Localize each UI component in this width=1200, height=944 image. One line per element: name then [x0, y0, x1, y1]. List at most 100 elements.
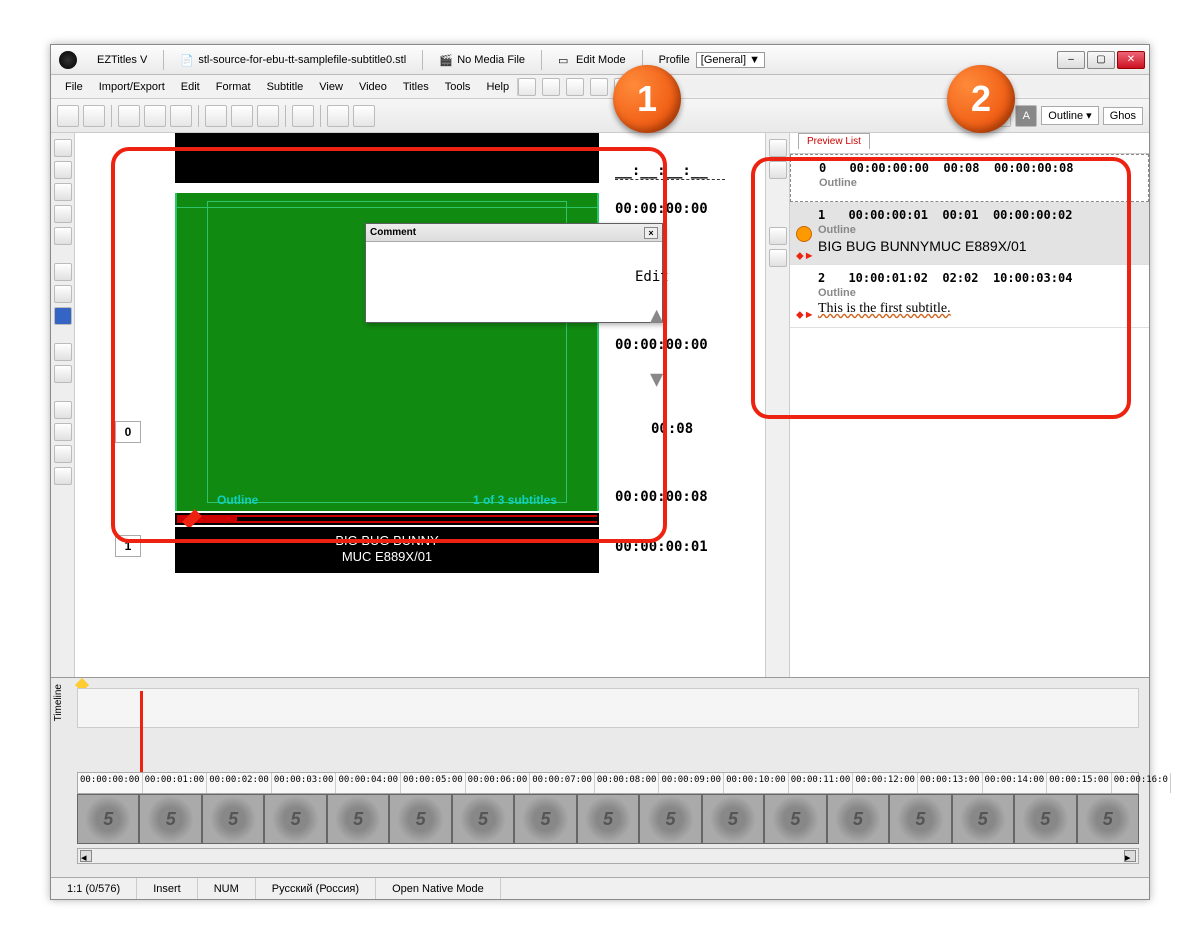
thumbnail[interactable]: 5: [702, 794, 764, 844]
settings-button[interactable]: [292, 105, 314, 127]
rail-next-icon[interactable]: [54, 205, 72, 223]
menu-edit[interactable]: Edit: [173, 81, 208, 93]
rail-fast-prev-icon[interactable]: [54, 445, 72, 463]
menu-video[interactable]: Video: [351, 81, 395, 93]
import-button[interactable]: [144, 105, 166, 127]
ruler-tick: 00:00:02:00: [207, 773, 272, 793]
arrow-up-icon[interactable]: ▲: [650, 303, 663, 328]
thumbnail[interactable]: 5: [77, 794, 139, 844]
minus-button[interactable]: [327, 105, 349, 127]
thumbnail[interactable]: 5: [764, 794, 826, 844]
next-in-timecode[interactable]: 00:00:00:01: [615, 539, 708, 555]
maximize-button[interactable]: ▢: [1087, 51, 1115, 69]
preview-item[interactable]: ⬥►2 10:00:01:02 02:02 10:00:03:04Outline…: [790, 265, 1149, 328]
thumbnail[interactable]: 5: [827, 794, 889, 844]
mode-icon: ▭: [558, 54, 570, 66]
comment-close-icon[interactable]: ×: [644, 227, 658, 239]
menu-tools[interactable]: Tools: [437, 81, 479, 93]
cut-button[interactable]: [231, 105, 253, 127]
rail-out-icon[interactable]: [54, 365, 72, 383]
close-button[interactable]: ✕: [1117, 51, 1145, 69]
scrubber-marker-icon[interactable]: [182, 509, 202, 529]
thumbnail[interactable]: 5: [514, 794, 576, 844]
comment-dialog[interactable]: Comment×: [365, 223, 663, 323]
timeline-scrollbar[interactable]: ◂ ▸: [77, 848, 1139, 864]
rail-goto-icon[interactable]: [54, 263, 72, 281]
menu-subtitle[interactable]: Subtitle: [259, 81, 312, 93]
preview-scrubber[interactable]: [175, 513, 599, 525]
index-1[interactable]: 1: [115, 535, 141, 557]
rail-in-icon[interactable]: [54, 343, 72, 361]
menu-file[interactable]: File: [57, 81, 91, 93]
ruler-tick: 00:00:04:00: [336, 773, 401, 793]
thumbnail[interactable]: 5: [452, 794, 514, 844]
rail-loop-icon[interactable]: [54, 227, 72, 245]
menu-format[interactable]: Format: [208, 81, 259, 93]
rail-monitor-icon[interactable]: [54, 307, 72, 325]
rail-collapse-icon[interactable]: [769, 139, 787, 157]
rail-remove-icon[interactable]: [769, 249, 787, 267]
menu-titles[interactable]: Titles: [395, 81, 437, 93]
tc-field[interactable]: __:__:__:__: [615, 163, 725, 180]
thumbnail[interactable]: 5: [202, 794, 264, 844]
copy-icon[interactable]: [590, 78, 608, 96]
rail-expand-icon[interactable]: [769, 161, 787, 179]
thumbnail[interactable]: 5: [1014, 794, 1076, 844]
save-button[interactable]: [118, 105, 140, 127]
thumbnail[interactable]: 5: [139, 794, 201, 844]
scroll-left-icon[interactable]: ◂: [80, 850, 92, 862]
index-0[interactable]: 0: [115, 421, 141, 443]
menu-help[interactable]: Help: [478, 81, 517, 93]
arrow-down-icon[interactable]: ▼: [650, 367, 663, 392]
timeline-track[interactable]: [77, 688, 1139, 728]
export-button[interactable]: [170, 105, 192, 127]
preview-list-tab[interactable]: Preview List: [798, 133, 870, 149]
redo-icon[interactable]: [542, 78, 560, 96]
rail-add-icon[interactable]: [769, 227, 787, 245]
rail-skip-prev-icon[interactable]: [54, 401, 72, 419]
profile-dropdown[interactable]: [General] ▼: [696, 52, 765, 68]
out-timecode[interactable]: 00:00:00:08: [615, 489, 708, 505]
duration[interactable]: 00:08: [651, 421, 693, 437]
thumbnail[interactable]: 5: [327, 794, 389, 844]
rail-fast-next-icon[interactable]: [54, 467, 72, 485]
open-button[interactable]: [83, 105, 105, 127]
scroll-right-icon[interactable]: ▸: [1124, 850, 1136, 862]
ruler-tick: 00:00:11:00: [789, 773, 854, 793]
rail-play-icon[interactable]: [54, 161, 72, 179]
font2-button[interactable]: A: [1015, 105, 1037, 127]
thumbnail[interactable]: 5: [577, 794, 639, 844]
outline-dropdown[interactable]: Outline ▾: [1041, 106, 1098, 125]
undo-icon[interactable]: [518, 78, 536, 96]
thumbnail[interactable]: 5: [889, 794, 951, 844]
preview-item[interactable]: 0 00:00:00:00 00:08 00:00:00:08Outline: [790, 154, 1149, 202]
thumbnail[interactable]: 5: [1077, 794, 1139, 844]
rail-speed-icon[interactable]: [54, 183, 72, 201]
ruler-tick: 00:00:16:0: [1112, 773, 1171, 793]
ruler-tick: 00:00:06:00: [466, 773, 531, 793]
copy2-button[interactable]: [257, 105, 279, 127]
in-timecode[interactable]: 00:00:00:00: [615, 201, 708, 217]
ruler-tick: 00:00:07:00: [530, 773, 595, 793]
edit-button[interactable]: [205, 105, 227, 127]
list-button[interactable]: [353, 105, 375, 127]
menu-import-export[interactable]: Import/Export: [91, 81, 173, 93]
minimize-button[interactable]: –: [1057, 51, 1085, 69]
new-button[interactable]: [57, 105, 79, 127]
rail-prev-icon[interactable]: [54, 139, 72, 157]
thumbnail[interactable]: 5: [264, 794, 326, 844]
diamond-icon: ⬥►: [796, 250, 808, 262]
mid-timecode[interactable]: 00:00:00:00: [615, 337, 708, 353]
preview-item[interactable]: ⬥►1 00:00:00:01 00:01 00:00:00:02Outline…: [790, 202, 1149, 265]
search-icon[interactable]: [566, 78, 584, 96]
ruler-tick: 00:00:15:00: [1047, 773, 1112, 793]
thumbnail[interactable]: 5: [952, 794, 1014, 844]
thumbnail[interactable]: 5: [639, 794, 701, 844]
ghost-dropdown[interactable]: Ghos: [1103, 107, 1143, 125]
timeline-thumbnails[interactable]: 55555555555555555: [77, 794, 1139, 844]
rail-skip-next-icon[interactable]: [54, 423, 72, 441]
rail-mark-icon[interactable]: [54, 285, 72, 303]
thumbnail[interactable]: 5: [389, 794, 451, 844]
timeline-ruler[interactable]: 00:00:00:0000:00:01:0000:00:02:0000:00:0…: [77, 772, 1139, 794]
menu-view[interactable]: View: [311, 81, 351, 93]
